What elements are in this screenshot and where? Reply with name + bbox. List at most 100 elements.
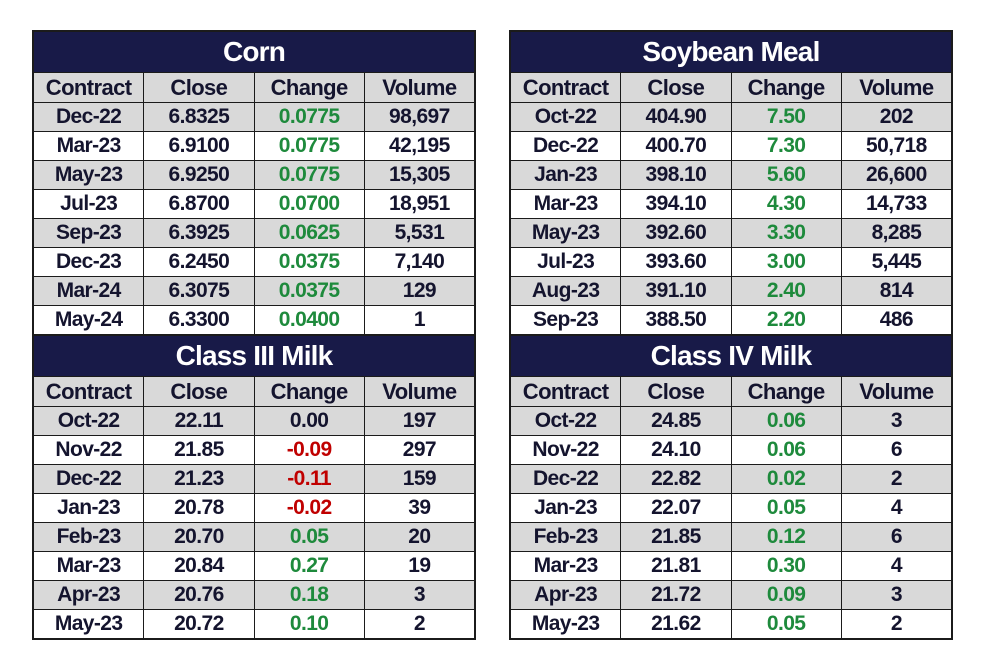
cell-contract: Nov-22	[32, 435, 145, 465]
cell-contract: May-23	[509, 218, 622, 248]
cell-change: 2.20	[730, 305, 842, 335]
cell-change: -0.02	[253, 493, 365, 523]
cell-change: 0.0400	[253, 305, 365, 335]
column-header-volume: Volume	[363, 376, 476, 407]
cell-contract: Nov-22	[509, 435, 622, 465]
table-row: Jul-23 6.8700 0.0700 18,951	[32, 189, 476, 219]
cell-contract: May-23	[509, 609, 622, 639]
cell-volume: 8,285	[840, 218, 953, 248]
cell-change: 0.06	[730, 406, 842, 436]
cell-volume: 4	[840, 551, 953, 581]
cell-change: 0.30	[730, 551, 842, 581]
cell-change: 0.09	[730, 580, 842, 610]
header-row: Contract Close Change Volume	[32, 376, 476, 407]
cell-volume: 39	[363, 493, 476, 523]
column-header-contract: Contract	[509, 376, 622, 407]
column-header-contract: Contract	[32, 72, 145, 103]
cell-volume: 20	[363, 522, 476, 552]
header-row: Contract Close Change Volume	[509, 72, 953, 103]
cell-close: 6.8700	[143, 189, 255, 219]
table-title: Soybean Meal	[510, 31, 952, 73]
cell-close: 20.70	[143, 522, 255, 552]
cell-change: 0.12	[730, 522, 842, 552]
cell-change: 2.40	[730, 276, 842, 306]
cell-volume: 2	[840, 464, 953, 494]
cell-volume: 50,718	[840, 131, 953, 161]
header-row: Contract Close Change Volume	[32, 72, 476, 103]
cell-contract: Jan-23	[509, 160, 622, 190]
cell-volume: 18,951	[363, 189, 476, 219]
table-title: Class III Milk	[33, 335, 475, 377]
cell-close: 24.10	[620, 435, 732, 465]
table-row: Mar-24 6.3075 0.0375 129	[32, 276, 476, 306]
column-header-change: Change	[730, 72, 842, 103]
table-row: Sep-23 6.3925 0.0625 5,531	[32, 218, 476, 248]
cell-contract: Jul-23	[509, 247, 622, 277]
cell-contract: Dec-22	[32, 464, 145, 494]
table-row: Mar-23 21.81 0.30 4	[509, 551, 953, 581]
column-header-contract: Contract	[509, 72, 622, 103]
cell-volume: 6	[840, 435, 953, 465]
cell-volume: 3	[840, 406, 953, 436]
column-header-volume: Volume	[840, 72, 953, 103]
cell-change: 0.06	[730, 435, 842, 465]
column-header-contract: Contract	[32, 376, 145, 407]
cell-change: 0.0775	[253, 102, 365, 132]
cell-close: 6.3925	[143, 218, 255, 248]
cell-close: 6.9100	[143, 131, 255, 161]
cell-close: 20.84	[143, 551, 255, 581]
cell-close: 21.72	[620, 580, 732, 610]
table-row: Dec-22 400.70 7.30 50,718	[509, 131, 953, 161]
table-row: Oct-22 22.11 0.00 197	[32, 406, 476, 436]
table-row: Apr-23 20.76 0.18 3	[32, 580, 476, 610]
cell-contract: Apr-23	[32, 580, 145, 610]
cell-close: 6.8325	[143, 102, 255, 132]
cell-volume: 1	[363, 305, 476, 335]
table-title-row: Soybean Meal	[510, 31, 952, 73]
cell-change: 7.30	[730, 131, 842, 161]
cell-volume: 15,305	[363, 160, 476, 190]
corn-table: Corn Contract Close Change Volume Dec-22 6.832…	[32, 31, 476, 335]
cell-volume: 159	[363, 464, 476, 494]
cell-contract: Oct-22	[509, 102, 622, 132]
table-title: Class IV Milk	[510, 335, 952, 377]
table-row: May-23 392.60 3.30 8,285	[509, 218, 953, 248]
cell-volume: 5,445	[840, 247, 953, 277]
cell-volume: 2	[840, 609, 953, 639]
cell-close: 20.76	[143, 580, 255, 610]
table-row: Jan-23 22.07 0.05 4	[509, 493, 953, 523]
cell-contract: Feb-23	[509, 522, 622, 552]
cell-close: 6.2450	[143, 247, 255, 277]
cell-contract: Mar-23	[509, 551, 622, 581]
cell-change: 5.60	[730, 160, 842, 190]
cell-volume: 814	[840, 276, 953, 306]
cell-volume: 26,600	[840, 160, 953, 190]
table-row: Apr-23 21.72 0.09 3	[509, 580, 953, 610]
column-header-change: Change	[730, 376, 842, 407]
column-header-close: Close	[620, 376, 732, 407]
class-iii-milk-table: Class III Milk Contract Close Change Volume O…	[32, 335, 476, 639]
cell-close: 388.50	[620, 305, 732, 335]
cell-close: 393.60	[620, 247, 732, 277]
table-row: Jan-23 20.78 -0.02 39	[32, 493, 476, 523]
cell-close: 21.85	[620, 522, 732, 552]
cell-close: 20.78	[143, 493, 255, 523]
cell-close: 22.11	[143, 406, 255, 436]
cell-change: 0.18	[253, 580, 365, 610]
table-row: Sep-23 388.50 2.20 486	[509, 305, 953, 335]
cell-contract: Aug-23	[509, 276, 622, 306]
cell-change: 7.50	[730, 102, 842, 132]
table-row: Jan-23 398.10 5.60 26,600	[509, 160, 953, 190]
column-header-close: Close	[143, 72, 255, 103]
column-header-close: Close	[620, 72, 732, 103]
column-header-close: Close	[143, 376, 255, 407]
cell-volume: 297	[363, 435, 476, 465]
table-row: Dec-22 22.82 0.02 2	[509, 464, 953, 494]
table-row: May-24 6.3300 0.0400 1	[32, 305, 476, 335]
cell-volume: 19	[363, 551, 476, 581]
cell-volume: 486	[840, 305, 953, 335]
cell-close: 20.72	[143, 609, 255, 639]
column-header-change: Change	[253, 72, 365, 103]
cell-volume: 4	[840, 493, 953, 523]
cell-contract: Mar-24	[32, 276, 145, 306]
